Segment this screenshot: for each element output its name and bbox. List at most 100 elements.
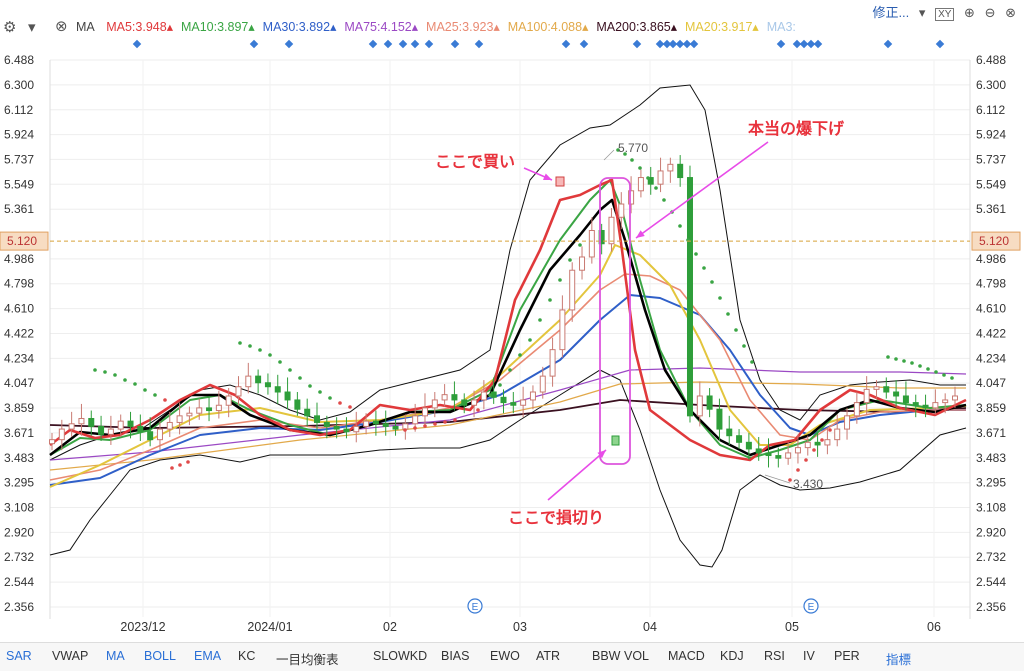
candle[interactable]	[235, 386, 242, 397]
candle[interactable]	[510, 402, 517, 406]
candle[interactable]	[441, 394, 448, 401]
indicator-tab[interactable]: VWAP	[52, 649, 89, 663]
candle[interactable]	[58, 428, 65, 441]
candle[interactable]	[902, 395, 909, 404]
candle[interactable]	[569, 269, 576, 311]
candle[interactable]	[637, 177, 644, 192]
indicator-tab[interactable]: KC	[238, 649, 256, 663]
candle[interactable]	[98, 425, 105, 435]
candle[interactable]	[107, 428, 114, 435]
candle[interactable]	[471, 399, 478, 406]
candle[interactable]	[608, 216, 615, 245]
candle[interactable]	[412, 415, 419, 425]
candle[interactable]	[78, 417, 85, 425]
candle[interactable]	[893, 391, 900, 397]
candle[interactable]	[912, 402, 919, 406]
ma-legend-item[interactable]: MA20:3.917▴	[685, 20, 759, 34]
candle[interactable]	[127, 420, 134, 427]
candle[interactable]	[775, 455, 782, 459]
candle[interactable]	[686, 177, 693, 417]
dropdown-icon[interactable]: ▾	[918, 5, 926, 20]
indicator-tab[interactable]: VOL	[624, 649, 650, 663]
close-panel-icon[interactable]: ⊗	[1005, 5, 1016, 20]
candle[interactable]	[186, 412, 193, 417]
add-icon[interactable]: ⊕	[964, 5, 975, 20]
candle[interactable]	[245, 375, 252, 388]
indicator-tab[interactable]: MACD	[668, 649, 705, 663]
candle[interactable]	[785, 452, 792, 459]
ma-legend-item[interactable]: MA200:3.865▴	[596, 20, 677, 34]
ma-legend-item[interactable]: MA100:4.088▴	[507, 20, 589, 34]
indicator-tab[interactable]: EWO	[490, 649, 520, 663]
indicator-tab[interactable]: RSI	[764, 649, 785, 663]
candle[interactable]	[304, 408, 311, 417]
candle[interactable]	[863, 388, 870, 404]
candle[interactable]	[255, 375, 262, 384]
candle[interactable]	[225, 395, 232, 406]
indicator-tab[interactable]: IV	[803, 649, 815, 663]
candle[interactable]	[549, 349, 556, 377]
candle[interactable]	[363, 420, 370, 427]
indicator-tab[interactable]: PER	[834, 649, 860, 663]
candle[interactable]	[922, 404, 929, 409]
candle[interactable]	[873, 386, 880, 390]
indicator-tab[interactable]: MA	[106, 649, 125, 663]
indicator-tab[interactable]: KDJ	[720, 649, 744, 663]
candle[interactable]	[392, 425, 399, 430]
candle[interactable]	[117, 420, 124, 430]
candle[interactable]	[559, 309, 566, 351]
gear-icon[interactable]: ⚙	[3, 19, 17, 36]
candle[interactable]	[618, 203, 625, 218]
ma-legend-item[interactable]: MA75:4.152▴	[344, 20, 419, 34]
candle[interactable]	[794, 447, 801, 454]
candle[interactable]	[706, 395, 713, 410]
indicator-tab[interactable]: BIAS	[441, 649, 470, 663]
remove-icon[interactable]: ⊖	[984, 5, 996, 20]
candle[interactable]	[451, 394, 458, 401]
candle[interactable]	[490, 391, 497, 398]
candle[interactable]	[176, 415, 183, 423]
close-icon[interactable]: ⊗	[55, 18, 68, 35]
ma-legend-item[interactable]: MA5:3.948▴	[106, 20, 173, 34]
event-marker[interactable]	[803, 598, 819, 614]
candle[interactable]	[49, 439, 55, 445]
candle[interactable]	[137, 425, 144, 433]
candle[interactable]	[461, 399, 468, 406]
candle[interactable]	[372, 420, 379, 425]
indicator-tab[interactable]: BOLL	[144, 649, 176, 663]
candle[interactable]	[156, 428, 163, 441]
axis-scale-icon[interactable]: XY	[935, 8, 955, 21]
candle[interactable]	[657, 170, 664, 185]
candle[interactable]	[932, 402, 939, 409]
ma-legend-item[interactable]: MA3:	[766, 20, 796, 34]
candle[interactable]	[716, 408, 723, 430]
candle[interactable]	[323, 421, 330, 427]
candle[interactable]	[696, 395, 703, 417]
candle[interactable]	[667, 163, 674, 172]
candle[interactable]	[539, 375, 546, 393]
candle[interactable]	[284, 391, 291, 401]
candle[interactable]	[529, 391, 536, 401]
candle[interactable]	[215, 404, 222, 412]
indicator-tab[interactable]: SAR	[6, 649, 32, 663]
candle[interactable]	[834, 428, 841, 441]
candle[interactable]	[628, 190, 635, 205]
indicator-tab[interactable]: 一目均衡表	[276, 653, 339, 667]
indicator-tab[interactable]: EMA	[194, 649, 222, 663]
candle[interactable]	[755, 448, 762, 454]
candle[interactable]	[579, 256, 586, 271]
candle[interactable]	[677, 163, 684, 179]
ma-legend-item[interactable]: MA25:3.923▴	[426, 20, 500, 34]
candle[interactable]	[853, 402, 860, 417]
candle[interactable]	[314, 415, 321, 423]
candle[interactable]	[765, 452, 772, 457]
candle[interactable]	[294, 399, 301, 410]
candle[interactable]	[824, 439, 831, 446]
candle[interactable]	[814, 441, 821, 446]
candle[interactable]	[647, 177, 654, 185]
candle[interactable]	[333, 425, 340, 430]
candle[interactable]	[844, 415, 851, 430]
candle[interactable]	[206, 407, 213, 412]
candle[interactable]	[264, 382, 271, 388]
candle[interactable]	[588, 230, 595, 258]
